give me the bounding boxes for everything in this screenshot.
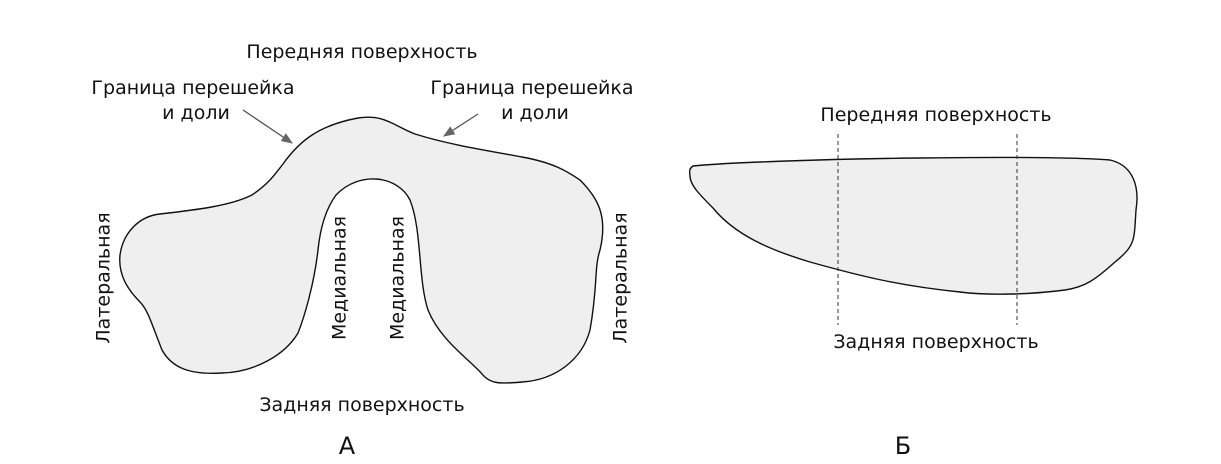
- panel-a-left-isthmus-border-label: Граница перешейка и доли: [91, 77, 300, 124]
- panel-a-lateral-right-label: Латеральная: [610, 212, 632, 343]
- panel-a-medial-left-label: Медиальная: [329, 216, 351, 340]
- panel-a: Передняя поверхность Граница перешейка и…: [91, 41, 639, 460]
- panel-a-letter: А: [339, 432, 356, 460]
- panel-a-anterior-surface-label: Передняя поверхность: [246, 41, 477, 63]
- panel-b-posterior-surface-label: Задняя поверхность: [833, 331, 1038, 353]
- panel-a-horseshoe-shape: [119, 116, 604, 384]
- panel-a-posterior-surface-label: Задняя поверхность: [259, 394, 464, 416]
- panel-a-right-isthmus-border-label: Граница перешейка и доли: [430, 77, 639, 124]
- panel-b: Передняя поверхность Задняя поверхность …: [688, 104, 1138, 460]
- panel-b-elongated-shape: [688, 156, 1138, 295]
- panel-a-medial-right-label: Медиальная: [387, 216, 409, 340]
- left-isthmus-border-arrow: [242, 109, 293, 144]
- panel-b-letter: Б: [895, 432, 911, 460]
- panel-a-lateral-left-label: Латеральная: [93, 212, 115, 343]
- panel-b-anterior-surface-label: Передняя поверхность: [820, 104, 1051, 126]
- right-isthmus-border-arrow: [443, 113, 479, 137]
